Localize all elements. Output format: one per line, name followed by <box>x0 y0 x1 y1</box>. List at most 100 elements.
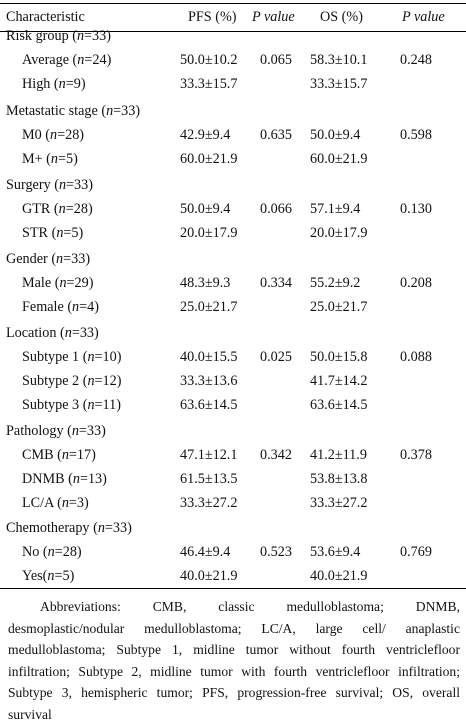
table-row: Subtype 1 (n=10) 40.0±15.5 0.025 50.0±15.8 0… <box>0 345 466 369</box>
os-value: 57.1±9.4 <box>310 201 361 217</box>
os-p-value: 0.769 <box>400 544 432 560</box>
group-header-row: Metastatic stage (n=33) <box>0 99 466 123</box>
pfs-value: 33.3±27.2 <box>180 495 238 511</box>
row-n: (n=10) <box>82 349 122 365</box>
row-label-text: CMB <box>22 447 54 463</box>
row-label: LC/A (n=3) <box>22 491 89 515</box>
row-label-text: GTR <box>22 201 51 217</box>
os-p-value: 0.208 <box>400 275 432 291</box>
table-row: DNMB (n=13) 61.5±13.5 53.8±13.8 <box>0 467 466 491</box>
row-label: DNMB (n=13) <box>22 467 107 491</box>
group-name: Chemotherapy <box>6 520 90 536</box>
table-row: Subtype 2 (n=12) 33.3±13.6 41.7±14.2 <box>0 369 466 393</box>
row-label-text: Yes <box>22 568 43 584</box>
os-p-value: 0.378 <box>400 447 432 463</box>
row-n: (n=28) <box>53 201 93 217</box>
row-label: GTR (n=28) <box>22 197 93 221</box>
table-row: STR (n=5) 20.0±17.9 20.0±17.9 <box>0 221 466 245</box>
os-value: 33.3±15.7 <box>310 76 368 92</box>
os-value: 53.6±9.4 <box>310 544 361 560</box>
row-label-text: Female <box>22 299 64 315</box>
os-value: 41.2±11.9 <box>310 447 367 463</box>
group-name: Gender <box>6 251 48 267</box>
row-label: Yes(n=5) <box>22 564 74 588</box>
group-header-row: Gender (n=33) <box>0 247 466 271</box>
os-value: 63.6±14.5 <box>310 397 368 413</box>
top-rule <box>0 3 466 5</box>
os-value: 20.0±17.9 <box>310 225 368 241</box>
row-label: M0 (n=28) <box>22 123 84 147</box>
pfs-p-value: 0.025 <box>260 349 292 365</box>
os-value: 53.8±13.8 <box>310 471 368 487</box>
row-n: (n=28) <box>42 544 82 560</box>
row-label: Subtype 3 (n=11) <box>22 393 121 417</box>
pfs-value: 50.0±10.2 <box>180 52 238 68</box>
row-label-text: Subtype 3 <box>22 397 80 413</box>
os-p-value: 0.598 <box>400 127 432 143</box>
table-row: LC/A (n=3) 33.3±27.2 33.3±27.2 <box>0 491 466 515</box>
os-value: 58.3±10.1 <box>310 52 368 68</box>
table-row: M+ (n=5) 60.0±21.9 60.0±21.9 <box>0 147 466 171</box>
group-label: Chemotherapy (n=33) <box>6 516 132 540</box>
os-value: 50.0±9.4 <box>310 127 361 143</box>
row-n: (n=4) <box>67 299 99 315</box>
row-n: (n=5) <box>42 568 75 584</box>
header-characteristic: Characteristic <box>6 9 85 25</box>
pfs-p-value: 0.523 <box>260 544 292 560</box>
table-row: GTR (n=28) 50.0±9.4 0.066 57.1±9.4 0.130 <box>0 197 466 221</box>
row-label: STR (n=5) <box>22 221 83 245</box>
row-label-text: M0 <box>22 127 42 143</box>
header-p-value-os: P value <box>402 9 445 25</box>
row-label-text: LC/A <box>22 495 54 511</box>
group-n: (n=33) <box>72 28 111 44</box>
pfs-value: 42.9±9.4 <box>180 127 231 143</box>
table-row: Subtype 3 (n=11) 63.6±14.5 63.6±14.5 <box>0 393 466 417</box>
row-label-text: High <box>22 76 51 92</box>
os-p-value: 0.130 <box>400 201 432 217</box>
pfs-value: 25.0±21.7 <box>180 299 238 315</box>
table-row: Yes(n=5) 40.0±21.9 40.0±21.9 <box>0 564 466 588</box>
group-label: Metastatic stage (n=33) <box>6 99 140 123</box>
row-n: (n=17) <box>57 447 96 463</box>
group-name: Pathology <box>6 423 64 439</box>
os-value: 40.0±21.9 <box>310 568 368 584</box>
table-row: No (n=28) 46.4±9.4 0.523 53.6±9.4 0.769 <box>0 540 466 564</box>
row-n: (n=9) <box>53 76 86 92</box>
group-label: Pathology (n=33) <box>6 419 106 443</box>
pfs-p-value: 0.635 <box>260 127 292 143</box>
pfs-value: 20.0±17.9 <box>180 225 238 241</box>
group-n: (n=33) <box>59 325 99 341</box>
group-header-row: Risk group (n=33) <box>0 24 466 48</box>
group-header-row: Surgery (n=33) <box>0 173 466 197</box>
table-row: High (n=9) 33.3±15.7 33.3±15.7 <box>0 72 466 96</box>
pfs-value: 48.3±9.3 <box>180 275 231 291</box>
group-label: Surgery (n=33) <box>6 173 93 197</box>
pfs-value: 33.3±15.7 <box>180 76 238 92</box>
row-n: (n=28) <box>45 127 85 143</box>
group-n: (n=33) <box>93 520 132 536</box>
pfs-p-value: 0.342 <box>260 447 292 463</box>
table-row: Female (n=4) 25.0±21.7 25.0±21.7 <box>0 295 466 319</box>
pfs-value: 40.0±15.5 <box>180 349 238 365</box>
pfs-value: 61.5±13.5 <box>180 471 238 487</box>
row-label: Subtype 2 (n=12) <box>22 369 121 393</box>
table-row: M0 (n=28) 42.9±9.4 0.635 50.0±9.4 0.598 <box>0 123 466 147</box>
row-n: (n=13) <box>68 471 107 487</box>
os-value: 25.0±21.7 <box>310 299 368 315</box>
group-n: (n=33) <box>54 177 93 193</box>
row-label: Male (n=29) <box>22 271 93 295</box>
row-label: Female (n=4) <box>22 295 99 319</box>
os-p-value: 0.248 <box>400 52 432 68</box>
row-n: (n=29) <box>54 275 94 291</box>
group-name: Surgery <box>6 177 51 193</box>
header-rule <box>0 31 466 32</box>
os-value: 33.3±27.2 <box>310 495 368 511</box>
group-name: Risk group <box>6 28 69 44</box>
row-label: CMB (n=17) <box>22 443 96 467</box>
row-label-text: Subtype 1 <box>22 349 80 365</box>
table-row: Average (n=24) 50.0±10.2 0.065 58.3±10.1 0.2… <box>0 48 466 72</box>
os-value: 41.7±14.2 <box>310 373 368 389</box>
row-label: Subtype 1 (n=10) <box>22 345 121 369</box>
pfs-value: 33.3±13.6 <box>180 373 238 389</box>
row-label-text: DNMB <box>22 471 65 487</box>
